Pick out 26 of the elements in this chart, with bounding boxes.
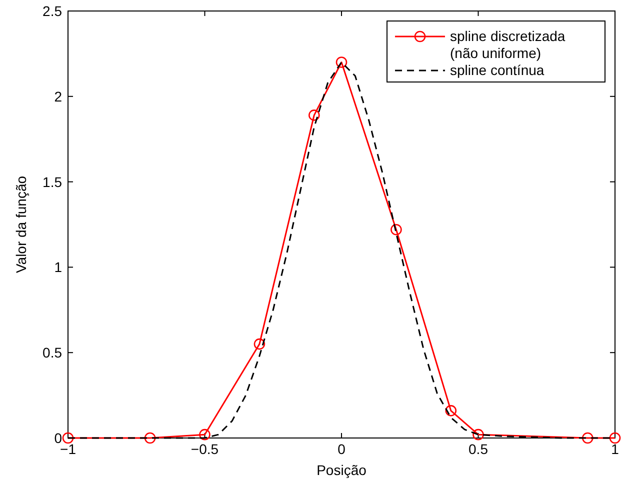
legend-label: spline discretizada (não uniforme) [450,28,566,61]
point [144,432,156,444]
x-tick-label: 1 [611,441,620,457]
y-tick-label: 0.5 [42,344,62,361]
x-tick-label: −1 [60,441,76,457]
y-axis-title: Valor da função [13,176,29,274]
point [308,110,320,121]
point [609,432,621,444]
point [254,338,266,350]
y-tick-label: 2 [54,88,62,104]
x-tick-label: 0.5 [468,441,488,457]
point [445,405,457,416]
y-tick-label: 0 [54,430,62,446]
point [62,432,74,444]
point [336,56,348,68]
x-tick-label: 0 [338,441,346,457]
y-tick-label: 1.5 [42,174,62,190]
y-tick-label: 1 [54,259,62,276]
point [582,432,594,444]
legend-label: spline contínua [450,62,544,78]
point [199,428,210,440]
x-tick-label: −0.5 [190,441,219,457]
y-tick-label: 2.5 [42,3,62,19]
point [390,224,402,236]
point [472,428,484,440]
x-axis-title: Posição [316,462,367,478]
